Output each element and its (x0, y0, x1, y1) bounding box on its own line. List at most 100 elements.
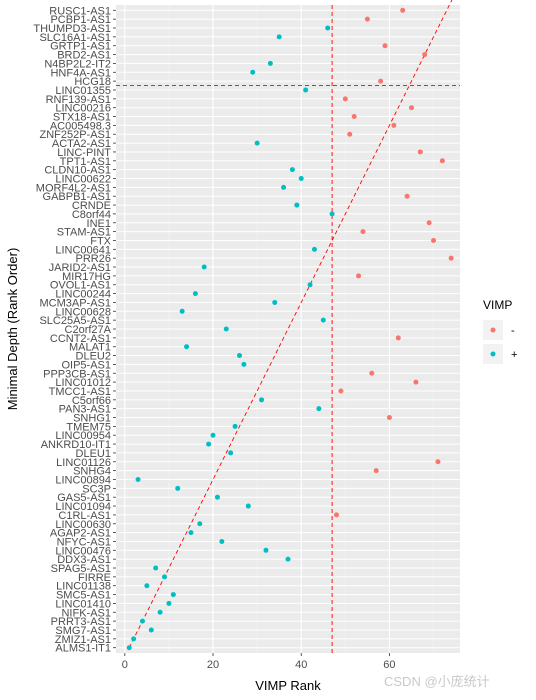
y-tick-label: FTX (90, 235, 111, 247)
data-point (448, 255, 454, 261)
y-tick-label: LINC00641 (55, 244, 111, 256)
y-tick-label: MORF4L2-AS1 (36, 182, 111, 194)
y-tick-label: ACTA2-AS1 (52, 138, 111, 150)
data-point (192, 291, 198, 297)
data-point (298, 176, 304, 182)
data-point (201, 264, 207, 270)
data-point (422, 52, 428, 58)
data-point (157, 609, 163, 615)
data-point (356, 273, 362, 279)
y-tick-label: HNF4A-AS1 (50, 67, 111, 79)
y-tick-label: PCBP1-AS1 (50, 14, 111, 26)
data-point (170, 592, 176, 598)
y-tick-label: STAM-AS1 (57, 227, 111, 239)
y-tick-label: LINC00244 (55, 289, 111, 301)
data-point (417, 149, 423, 155)
y-tick-label: RUSC1-AS1 (49, 5, 111, 17)
y-tick-label: STX18-AS1 (53, 112, 111, 124)
y-tick-label: ZNF252P-AS1 (39, 129, 111, 141)
data-point (342, 96, 348, 102)
data-point (408, 105, 414, 111)
data-point (267, 60, 273, 66)
y-tick-label: LINC00622 (55, 174, 111, 186)
legend-swatch (490, 327, 496, 333)
data-point (325, 25, 331, 31)
y-tick-label: LINC01094 (55, 501, 111, 513)
y-tick-label: ALMS1-IT1 (55, 643, 111, 655)
data-point (334, 512, 340, 518)
legend-label: + (511, 349, 517, 361)
data-point (435, 459, 441, 465)
data-point (272, 299, 278, 305)
y-tick-label: C5orf66 (72, 395, 111, 407)
y-tick-label: SC3P (82, 483, 111, 495)
legend-label: - (511, 325, 515, 337)
data-point (245, 503, 251, 509)
y-tick-label: GRTP1-AS1 (50, 41, 111, 53)
data-point (294, 202, 300, 208)
y-tick-label: TPT1-AS1 (60, 156, 111, 168)
legend-swatch (490, 351, 496, 357)
y-tick-label: C8orf44 (72, 209, 111, 221)
y-tick-label: PPP3CB-AS1 (43, 368, 111, 380)
y-tick-label: C2orf27A (65, 324, 112, 336)
data-point (439, 158, 445, 164)
y-tick-label: SNHG1 (73, 413, 111, 425)
data-point (126, 645, 132, 651)
y-axis-title: Minimal Depth (Rank Order) (5, 248, 20, 411)
y-tick-label: LINC01012 (55, 377, 111, 389)
data-point (236, 353, 242, 359)
data-point (378, 78, 384, 84)
y-tick-label: LINC-PINT (57, 147, 111, 159)
y-tick-label: INE1 (87, 218, 111, 230)
y-tick-label: LINC00476 (55, 545, 111, 557)
data-point (311, 246, 317, 252)
y-tick-label: N4BP2L2-IT2 (44, 58, 111, 70)
y-tick-label: AGAP2-AS1 (50, 528, 111, 540)
y-tick-label: DLEU2 (76, 351, 111, 363)
y-tick-labels: ALMS1-IT1ZMIZ1-AS1SMG7-AS1PRRT3-AS1NIFK-… (33, 5, 116, 655)
data-point (382, 43, 388, 49)
data-point (303, 87, 309, 93)
data-point (307, 282, 313, 288)
data-point (188, 530, 194, 536)
data-point (391, 122, 397, 128)
y-tick-label: SNHG4 (73, 466, 111, 478)
y-tick-label: MALAT1 (69, 342, 111, 354)
y-tick-label: SPAG5-AS1 (51, 563, 111, 575)
y-tick-label: LINC01126 (56, 457, 111, 469)
data-point (228, 450, 234, 456)
data-point (223, 326, 229, 332)
data-point (400, 7, 406, 13)
data-point (263, 547, 269, 553)
data-point (276, 34, 282, 40)
y-tick-label: C1RL-AS1 (58, 510, 111, 522)
data-points (126, 7, 454, 651)
y-tick-label: LINC01410 (55, 598, 111, 610)
y-tick-label: JARID2-AS1 (49, 262, 111, 274)
y-tick-label: HCG18 (74, 76, 111, 88)
data-point (184, 344, 190, 350)
x-tick-label: 60 (383, 659, 395, 671)
y-tick-label: PRRT3-AS1 (51, 616, 111, 628)
y-tick-label: OVOL1-AS1 (50, 280, 111, 292)
y-tick-label: LINC01138 (56, 581, 111, 593)
y-tick-label: AC005498.3 (50, 120, 111, 132)
y-tick-label: NIFK-AS1 (61, 607, 111, 619)
data-point (373, 468, 379, 474)
y-tick-label: GABPB1-AS1 (43, 191, 111, 203)
y-tick-label: SMG7-AS1 (55, 625, 111, 637)
data-point (232, 423, 238, 429)
data-point (364, 16, 370, 22)
y-tick-label: NFYC-AS1 (57, 536, 111, 548)
y-tick-label: DDX3-AS1 (57, 554, 111, 566)
y-tick-label: ANKRD10-IT1 (41, 439, 111, 451)
y-tick-label: LINC00628 (55, 306, 111, 318)
x-tick-label: 20 (207, 659, 219, 671)
data-point (386, 415, 392, 421)
y-tick-label: DLEU1 (76, 448, 111, 460)
data-point (338, 388, 344, 394)
data-point (259, 397, 265, 403)
y-tick-label: LINC01355 (55, 85, 111, 97)
data-point (135, 476, 141, 482)
